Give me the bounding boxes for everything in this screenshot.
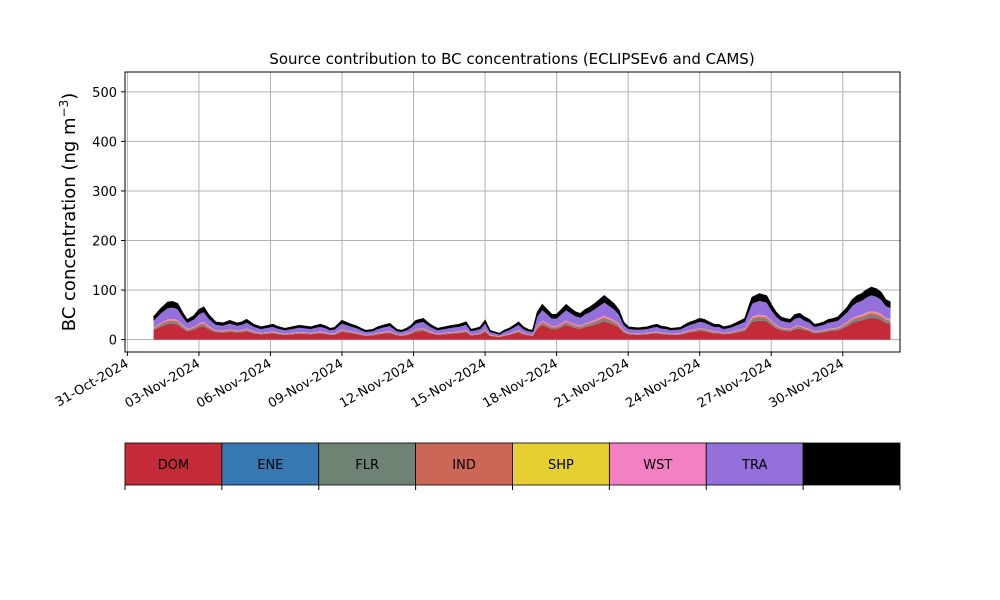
legend-swatch-ind xyxy=(415,442,513,486)
chart-title: Source contribution to BC concentrations… xyxy=(269,50,754,68)
x-tick-label: 03-Nov-2024 xyxy=(123,356,203,411)
y-axis-label-superscript: −3 xyxy=(57,100,71,118)
legend-label-wst: WST xyxy=(643,458,672,473)
x-tick-label: 09-Nov-2024 xyxy=(266,356,346,411)
y-axis-label-main: BC concentration (ng m xyxy=(59,117,80,331)
x-tick-label: 27-Nov-2024 xyxy=(695,356,775,411)
legend-swatch-bb xyxy=(802,442,901,486)
area-bb xyxy=(153,287,891,335)
x-tick-label: 12-Nov-2024 xyxy=(337,356,417,411)
x-tick-label: 21-Nov-2024 xyxy=(552,356,632,411)
total-line xyxy=(153,286,891,335)
legend-label-tra: TRA xyxy=(741,458,767,473)
y-tick-label: 0 xyxy=(109,334,117,349)
legend-label-ene: ENE xyxy=(257,458,283,473)
y-tick-label: 200 xyxy=(92,234,117,249)
y-axis-label-close: ) xyxy=(59,93,80,100)
legend-label-ind: IND xyxy=(452,458,476,473)
area-tra xyxy=(153,295,891,337)
y-tick-label: 500 xyxy=(92,86,117,101)
x-tick-label: 30-Nov-2024 xyxy=(766,356,846,411)
area-dom xyxy=(153,317,891,340)
legend-swatch-dom xyxy=(124,442,223,486)
x-tick-label: 15-Nov-2024 xyxy=(409,356,489,411)
x-tick-label: 06-Nov-2024 xyxy=(194,356,274,411)
plot-area: 0 100 200 300 400 500 31-Oct-202403-Nov-202406… xyxy=(53,71,901,411)
y-axis-label: BC concentration (ng m−3) xyxy=(57,93,80,332)
x-tick-label: 18-Nov-2024 xyxy=(480,356,560,411)
legend-label-dom: DOM xyxy=(158,458,189,473)
legend-swatch-shp xyxy=(512,442,610,486)
y-tick-label: 300 xyxy=(92,185,117,200)
legend-label-flr: FLR xyxy=(355,458,379,473)
x-tick-label: 31-Oct-2024 xyxy=(53,356,131,410)
y-tick-label: 400 xyxy=(92,135,117,150)
plot-frame xyxy=(124,71,901,353)
y-tick-label: 100 xyxy=(92,284,117,299)
source-legend: DOM ENE FLR IND SHP WST TRA BB xyxy=(124,442,901,490)
legend-swatch-ene xyxy=(221,442,320,486)
legend-label-shp: SHP xyxy=(548,458,574,473)
legend-swatch-wst xyxy=(608,442,707,486)
legend-label-bb: BB xyxy=(843,458,861,473)
x-tick-label: 24-Nov-2024 xyxy=(623,356,703,411)
legend-swatch-tra xyxy=(705,442,804,486)
